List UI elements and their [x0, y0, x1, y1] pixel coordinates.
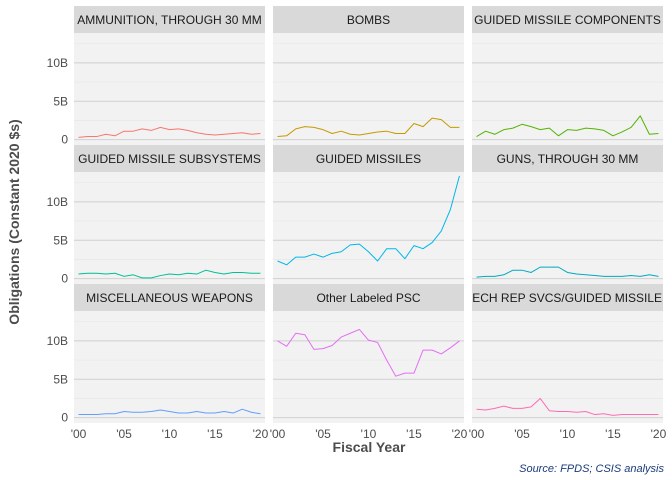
panel-other-labeled-psc: Other Labeled PSC	[273, 284, 464, 423]
panel-background	[472, 311, 663, 423]
x-tick-label: '10	[361, 427, 377, 441]
panel-background	[273, 33, 464, 145]
y-tick-label: 10B	[47, 334, 68, 348]
x-tick-label: '05	[514, 427, 530, 441]
panel-background	[74, 311, 265, 423]
series-line-guided-missile-subsystems	[78, 269, 261, 279]
series-line-tech-rep-svcs-guided-missiles	[476, 397, 659, 416]
x-tick-label: '00	[71, 427, 87, 441]
panel-strip	[74, 284, 265, 311]
panel-tech-rep-svcs-guided-missiles: TECH REP SVCS/GUIDED MISSILES	[465, 284, 670, 423]
y-tick-label: 10B	[47, 195, 68, 209]
panel-strip	[74, 145, 265, 172]
y-tick-label: 5B	[53, 94, 68, 108]
panel-background	[273, 172, 464, 284]
panel-strip	[273, 145, 464, 172]
y-tick-label: 5B	[53, 372, 68, 386]
panel-guided-missile-subsystems: GUIDED MISSILE SUBSYSTEMS	[74, 145, 265, 284]
panel-title: BOMBS	[347, 13, 390, 27]
panel-strip	[472, 284, 663, 311]
x-tick-label: '15	[605, 427, 621, 441]
panel-strip	[472, 145, 663, 172]
x-tick-label: '20	[253, 427, 269, 441]
panel-strip	[74, 6, 265, 33]
x-tick-label: '00	[270, 427, 286, 441]
x-axis-title: Fiscal Year	[333, 439, 406, 455]
panel-strip	[472, 6, 663, 33]
panel-background	[273, 311, 464, 423]
panel-guided-missile-components: GUIDED MISSILE COMPONENTS	[472, 6, 663, 145]
y-tick-label: 0	[61, 411, 68, 425]
y-axis-title: Obligations (Constant 2020 $s)	[6, 119, 22, 324]
panel-background	[472, 33, 663, 145]
panel-title: AMMUNITION, THROUGH 30 MM	[77, 13, 261, 27]
x-tick-label: '20	[651, 427, 667, 441]
x-tick-label: '05	[116, 427, 132, 441]
series-line-ammunition-through-30-mm	[78, 126, 261, 138]
panel-ammunition-through-30-mm: AMMUNITION, THROUGH 30 MM	[74, 6, 265, 145]
panel-strip	[273, 6, 464, 33]
panel-guided-missiles: GUIDED MISSILES	[273, 145, 464, 284]
panel-title: MISCELLANEOUS WEAPONS	[86, 291, 253, 305]
x-tick-label: '10	[560, 427, 576, 441]
y-tick-label: 0	[61, 272, 68, 286]
panels-layer: AMMUNITION, THROUGH 30 MM BOMBS GUIDED MIS…	[74, 6, 670, 423]
panel-title: GUIDED MISSILE COMPONENTS	[474, 13, 661, 27]
panel-title: TECH REP SVCS/GUIDED MISSILES	[465, 291, 670, 305]
series-line-guided-missiles	[277, 175, 460, 266]
panel-background	[472, 172, 663, 284]
panel-title: Other Labeled PSC	[316, 291, 420, 305]
y-tick-label: 10B	[47, 56, 68, 70]
x-tick-label: '15	[406, 427, 422, 441]
x-tick-label: '10	[162, 427, 178, 441]
panel-strip	[273, 284, 464, 311]
panel-background	[74, 172, 265, 284]
panel-title: GUNS, THROUGH 30 MM	[497, 152, 639, 166]
x-tick-label: '20	[452, 427, 468, 441]
x-tick-label: '00	[469, 427, 485, 441]
series-line-bombs	[277, 117, 460, 138]
panel-miscellaneous-weapons: MISCELLANEOUS WEAPONS	[74, 284, 265, 423]
series-line-guided-missile-components	[476, 115, 659, 137]
x-tick-label: '15	[207, 427, 223, 441]
panel-bombs: BOMBS	[273, 6, 464, 145]
panel-guns-through-30-mm: GUNS, THROUGH 30 MM	[472, 145, 663, 284]
y-tick-label: 5B	[53, 233, 68, 247]
series-line-other-labeled-psc	[277, 328, 460, 377]
panel-title: GUIDED MISSILES	[316, 152, 421, 166]
source-caption: Source: FPDS; CSIS analysis	[519, 463, 664, 475]
x-tick-label: '05	[315, 427, 331, 441]
panel-title: GUIDED MISSILE SUBSYSTEMS	[78, 152, 261, 166]
y-tick-label: 0	[61, 133, 68, 147]
series-line-miscellaneous-weapons	[78, 408, 261, 416]
series-line-guns-through-30-mm	[476, 266, 659, 278]
panel-background	[74, 33, 265, 145]
